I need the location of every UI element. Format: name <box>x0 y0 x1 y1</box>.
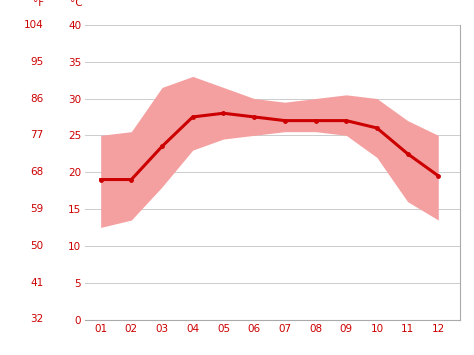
Text: °C: °C <box>70 0 82 8</box>
Text: 32: 32 <box>30 315 44 324</box>
Text: 50: 50 <box>30 241 44 251</box>
Text: 95: 95 <box>30 57 44 67</box>
Text: 41: 41 <box>30 278 44 288</box>
Text: 104: 104 <box>24 20 44 30</box>
Text: °F: °F <box>33 0 44 8</box>
Text: 86: 86 <box>30 93 44 104</box>
Text: 68: 68 <box>30 167 44 177</box>
Text: 59: 59 <box>30 204 44 214</box>
Text: 77: 77 <box>30 130 44 140</box>
